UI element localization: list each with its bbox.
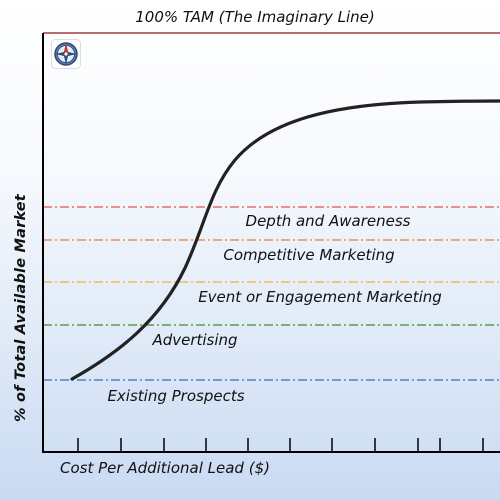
- compass-icon: [51, 39, 81, 69]
- x-axis-ticks: [77, 438, 484, 452]
- level-label-depth-awareness: Depth and Awareness: [245, 212, 411, 230]
- x-axis-label: Cost Per Additional Lead ($): [60, 459, 270, 477]
- y-axis-label: % of Total Available Market: [13, 194, 29, 422]
- level-label-advertising: Advertising: [152, 331, 238, 349]
- growth-curve: [70, 99, 500, 381]
- level-label-competitive-marketing: Competitive Marketing: [223, 246, 395, 264]
- level-label-existing-prospects: Existing Prospects: [107, 387, 245, 405]
- level-label-event-marketing: Event or Engagement Marketing: [198, 288, 442, 306]
- tam-label: 100% TAM (The Imaginary Line): [135, 8, 375, 26]
